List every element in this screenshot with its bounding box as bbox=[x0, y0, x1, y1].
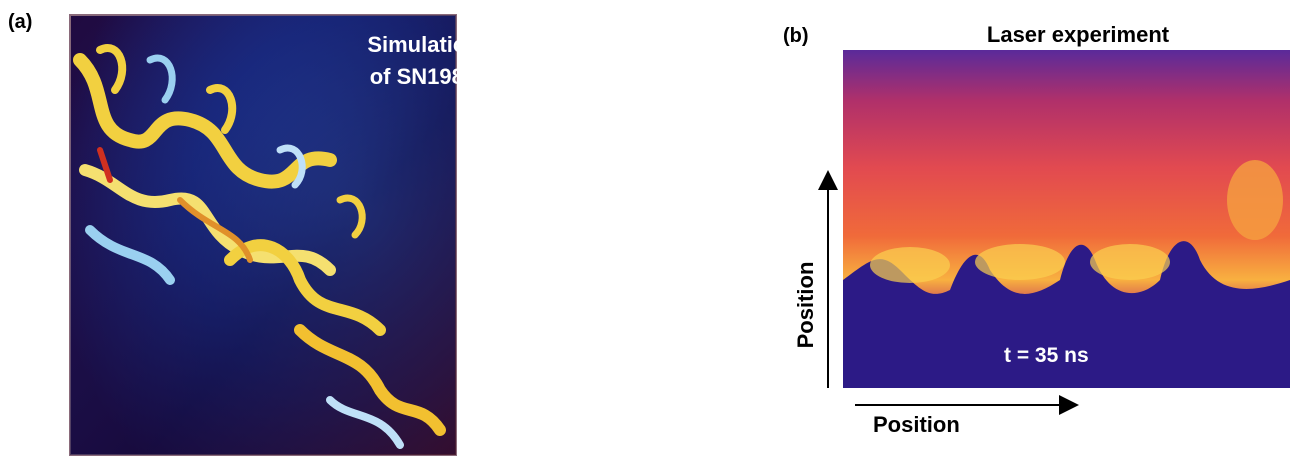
laser-image: t = 35 ns bbox=[843, 50, 1290, 388]
time-annotation: t = 35 ns bbox=[1004, 344, 1089, 367]
y-axis-label: Position bbox=[793, 262, 818, 349]
simulation-image: Simulations of SN1987A bbox=[70, 15, 492, 455]
panel-title: Laser experiment bbox=[987, 22, 1170, 47]
x-axis-label: Position bbox=[873, 412, 960, 437]
caption-line: Simulations bbox=[367, 32, 492, 57]
panel-label: (b) bbox=[783, 25, 809, 47]
panel-label: (a) bbox=[8, 11, 32, 33]
figure: (a) Simulations of SN1987A (b) Laser exp… bbox=[0, 0, 1299, 460]
caption-line: of SN1987A bbox=[370, 64, 492, 89]
